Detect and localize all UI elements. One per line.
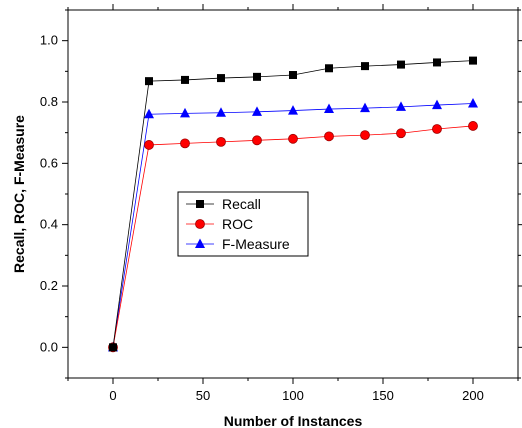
series-layer [108, 56, 478, 353]
data-point [216, 136, 226, 147]
legend-marker [196, 200, 204, 208]
series-roc [108, 121, 478, 353]
data-point [253, 72, 261, 81]
y-tick-label: 1.0 [40, 33, 58, 48]
x-axis-title: Number of Instances [224, 413, 363, 428]
x-tick-label: 0 [109, 388, 116, 403]
data-point [181, 75, 189, 84]
legend-item: F-Measure [186, 236, 290, 252]
data-point [396, 128, 406, 139]
data-point [360, 102, 370, 113]
legend-item: ROC [186, 216, 253, 232]
x-tick-labels: 0 50 100 150 200 [109, 388, 483, 403]
data-point [216, 107, 226, 117]
data-point [252, 106, 262, 116]
legend-label: ROC [222, 216, 253, 232]
legend-marker [195, 238, 205, 248]
legend-label: Recall [222, 196, 261, 212]
data-point [432, 99, 442, 110]
data-point [325, 64, 333, 73]
data-point [109, 343, 117, 352]
legend: Recall ROC F-Measure [177, 191, 309, 257]
series-f-measure [108, 98, 478, 352]
data-point [145, 77, 153, 86]
y-tick-label: 0.4 [40, 217, 58, 232]
series-recall [109, 56, 477, 352]
legend-item: Recall [186, 196, 261, 212]
data-point [144, 140, 154, 150]
y-tick-label: 0.0 [40, 339, 58, 354]
data-point [288, 133, 298, 144]
data-point [397, 60, 405, 69]
legend-marker [195, 219, 205, 229]
x-tick-label: 150 [372, 388, 394, 403]
data-point [180, 138, 190, 149]
data-point [361, 62, 369, 71]
x-tick-label: 100 [282, 388, 304, 403]
data-point [469, 56, 477, 65]
y-tick-label: 0.8 [40, 94, 58, 109]
data-point [396, 101, 406, 111]
data-point [468, 121, 478, 131]
legend-label: F-Measure [222, 236, 290, 252]
y-tick-labels: 0.0 0.2 0.4 0.6 0.8 1.0 [40, 33, 58, 355]
x-tick-label: 200 [462, 388, 484, 403]
data-point [252, 135, 262, 146]
data-point [144, 108, 154, 119]
data-point [432, 124, 442, 134]
data-point [468, 98, 478, 108]
data-point [288, 105, 298, 115]
data-point [433, 58, 441, 67]
y-axis-title: Recall, ROC, F-Measure [11, 115, 27, 273]
data-point [180, 107, 190, 118]
axis-ticks [62, 4, 522, 384]
y-tick-label: 0.2 [40, 278, 58, 293]
data-point [217, 74, 225, 83]
data-point [324, 131, 334, 142]
data-point [360, 130, 370, 141]
data-point [289, 71, 297, 80]
y-tick-label: 0.6 [40, 155, 58, 170]
x-tick-label: 50 [196, 388, 210, 403]
data-point [324, 103, 334, 114]
